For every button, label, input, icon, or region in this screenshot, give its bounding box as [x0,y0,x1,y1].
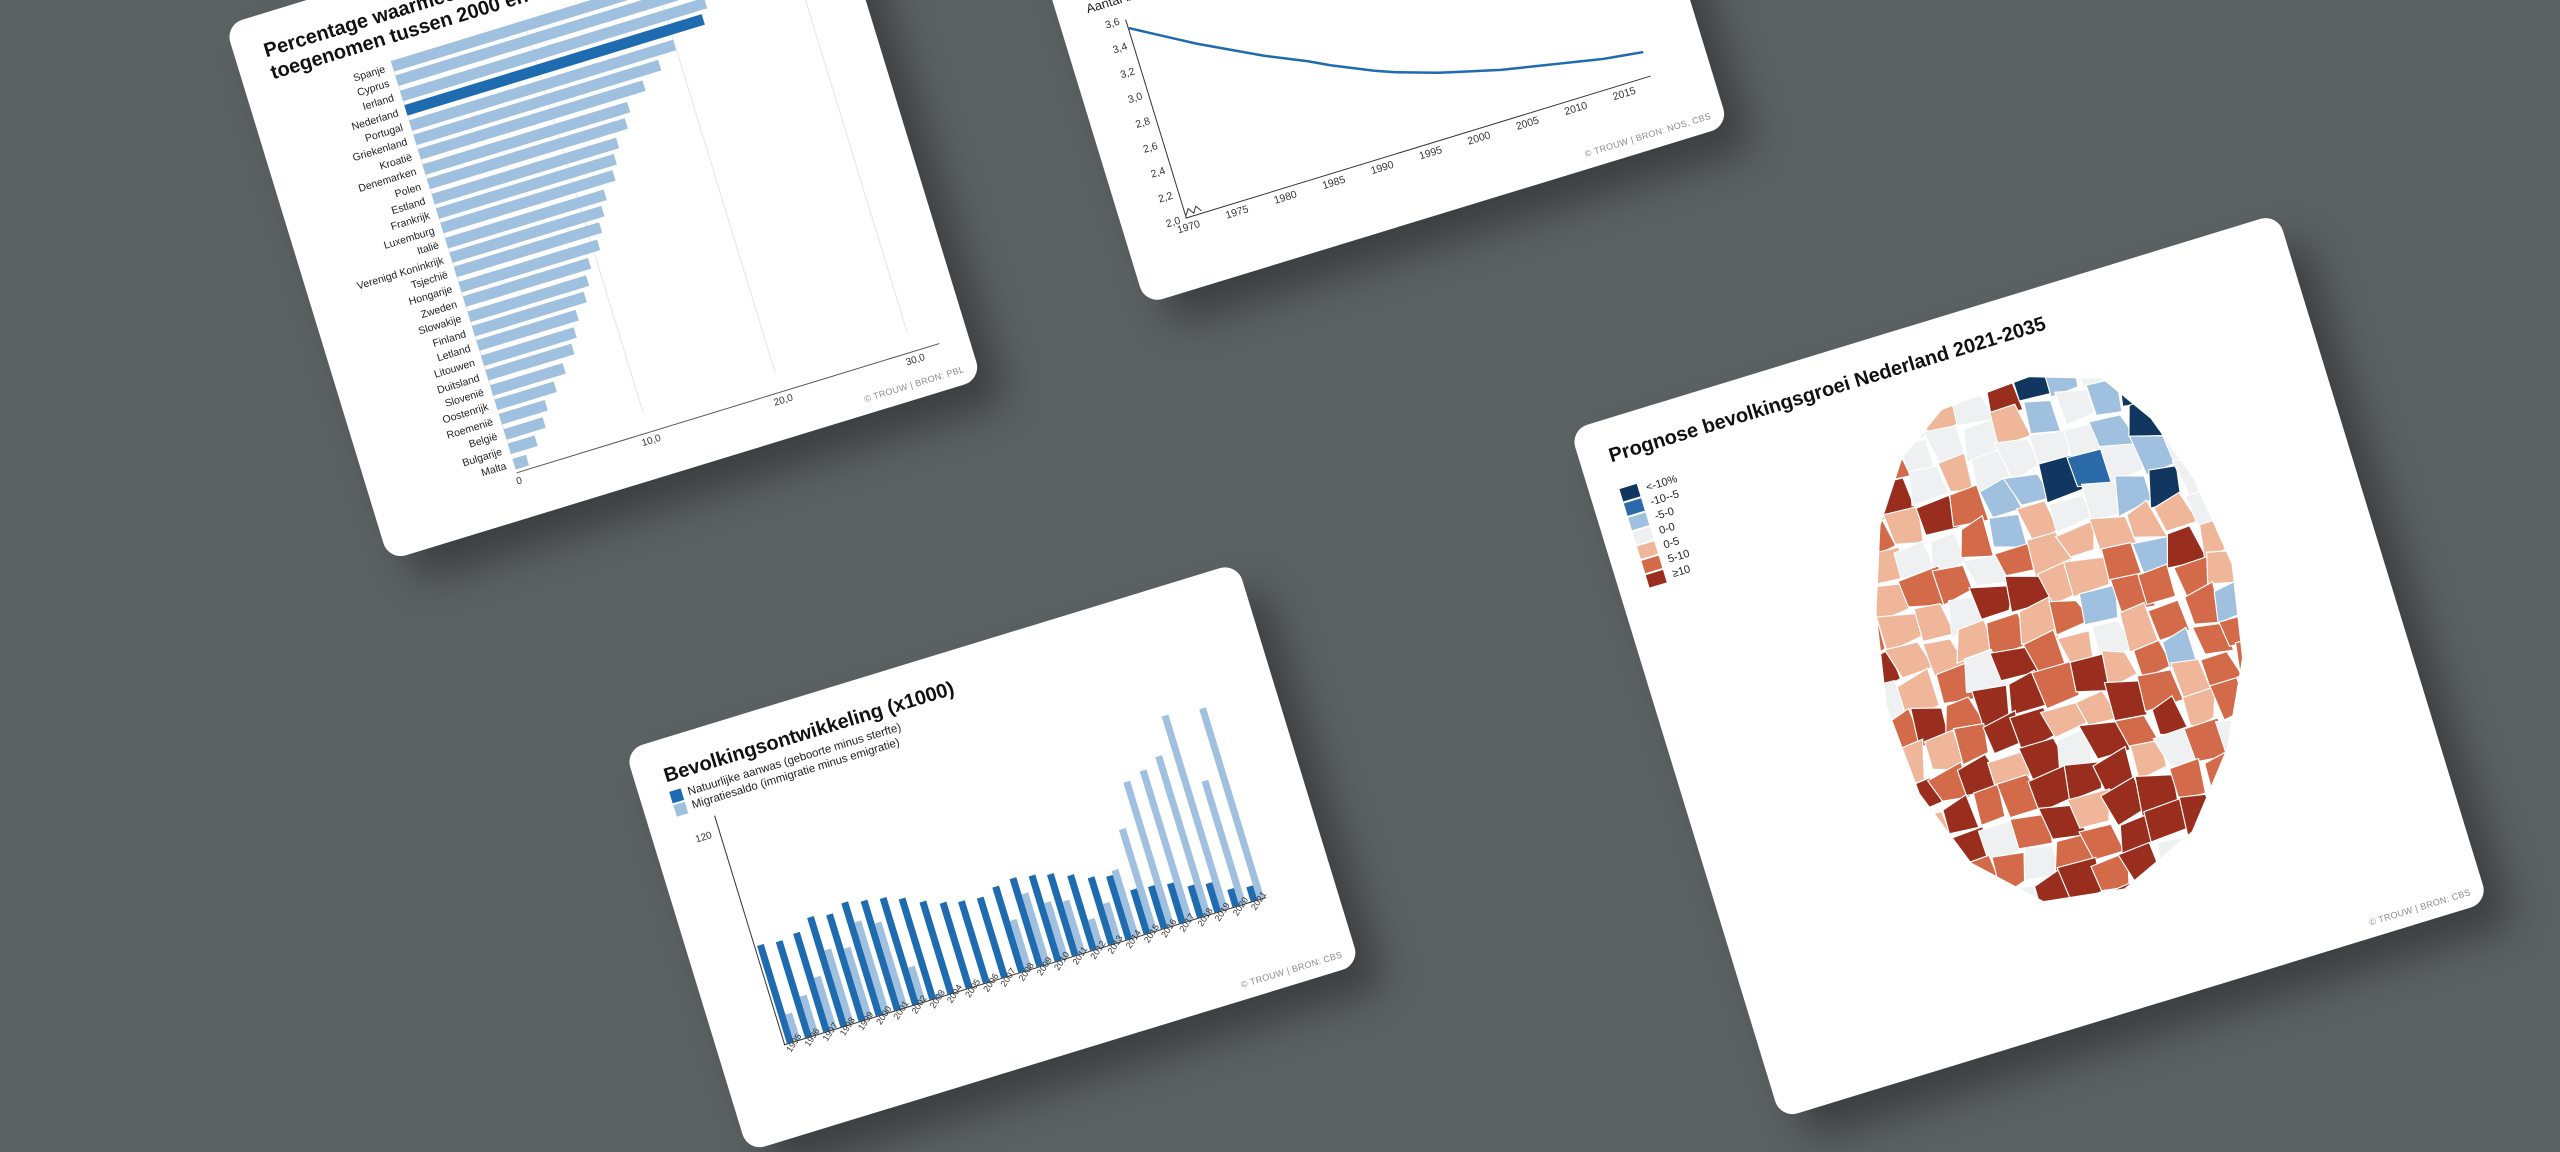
line-x-tick: 1985 [1321,174,1347,192]
line-x-tick: 2000 [1466,129,1492,147]
line-chart-body: 2,02,22,42,62,83,03,23,43,6 197019751980… [1093,0,1658,250]
map-card: Prognose bevolkingsgroei Nederland 2021-… [1570,214,2488,1119]
bar-chart-card: Percentage waarmee het versteende opperv… [225,0,982,561]
line-y-tick: 3,6 [1104,16,1121,32]
line-x-tick: 2005 [1515,114,1541,132]
hbar-x-tick: 20,0 [773,392,795,408]
map-legend-swatch [1646,570,1667,588]
line-x-tick: 2010 [1563,100,1589,118]
map-credit: © TROUW | BRON: CBS [2368,887,2472,927]
grouped-bar-card: Bevolkingsontwikkeling (x1000) Natuurlij… [625,563,1360,1152]
gb-y-tick: 120 [694,831,713,846]
line-x-tick: 1980 [1273,188,1299,206]
map-regions [1786,311,2368,980]
line-y-tick: 3,2 [1119,65,1136,81]
legend-swatch [673,802,688,817]
line-x-tick: 1990 [1369,159,1395,177]
line-x-tick: 1975 [1224,203,1250,221]
grouped-bar-credit: © TROUW | BRON: CBS [1240,949,1344,989]
line-y-tick: 3,4 [1111,41,1128,57]
hbar-x-tick: 0 [515,475,524,487]
bar-chart-body: SpanjeCyprusIerlandNederlandPortugalGrie… [278,0,939,504]
map-legend-label: ≥10 [1671,563,1692,580]
line-x-tick: 1995 [1418,144,1444,162]
line-y-tick: 2,2 [1157,190,1174,206]
legend-swatch [669,788,684,803]
line-chart-card: Steeds minder mensen per woning Aantal b… [1040,0,1729,304]
grouped-bar-body: 120 199519961997199819992000200120022003… [680,668,1272,1075]
hbar-fill [512,454,528,469]
hbar-x-tick: 30,0 [905,352,927,368]
line-y-tick: 2,8 [1134,115,1151,131]
line-x-tick: 2015 [1611,85,1637,103]
hbar-x-tick: 10,0 [640,433,662,449]
line-y-tick: 2,6 [1142,140,1159,156]
line-y-tick: 3,0 [1127,90,1144,106]
line-y-tick: 2,4 [1149,165,1166,181]
